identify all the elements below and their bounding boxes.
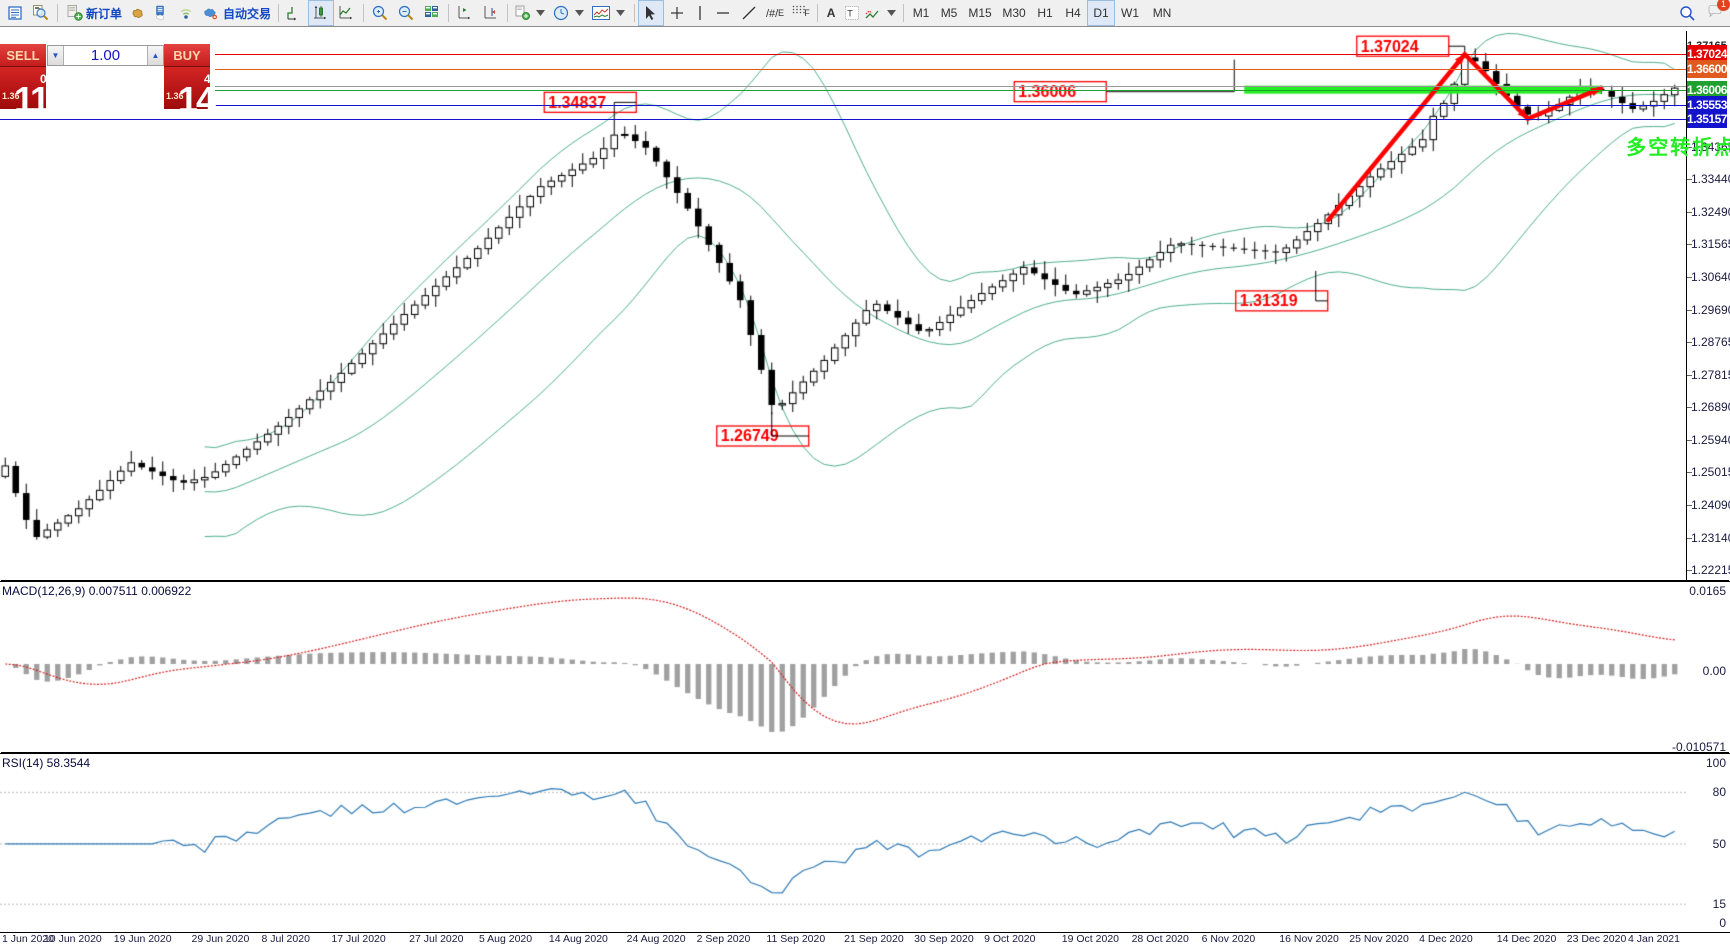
- svg-text:T: T: [847, 9, 853, 19]
